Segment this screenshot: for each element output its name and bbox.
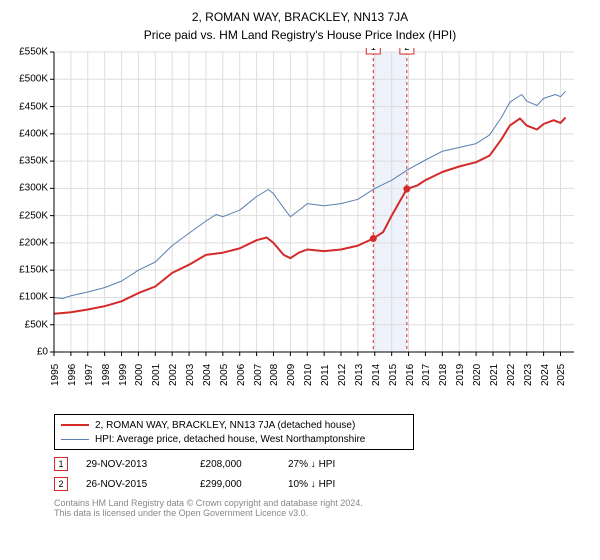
footer-line: This data is licensed under the Open Gov…	[54, 508, 588, 518]
legend: 2, ROMAN WAY, BRACKLEY, NN13 7JA (detach…	[54, 414, 414, 450]
sale-marker-badge: 1	[54, 457, 68, 471]
price-chart: 12 £0£50K£100K£150K£200K£250K£300K£350K£…	[12, 48, 588, 408]
page-title: 2, ROMAN WAY, BRACKLEY, NN13 7JA	[12, 10, 588, 24]
chart-svg: 12	[12, 48, 588, 408]
legend-item-hpi: HPI: Average price, detached house, West…	[61, 432, 407, 446]
legend-label: 2, ROMAN WAY, BRACKLEY, NN13 7JA (detach…	[95, 420, 355, 431]
legend-swatch	[61, 424, 89, 426]
sale-date: 29-NOV-2013	[86, 459, 182, 470]
footer-line: Contains HM Land Registry data © Crown c…	[54, 498, 588, 508]
sale-diff: 27% ↓ HPI	[288, 459, 378, 470]
legend-swatch	[61, 439, 89, 440]
sale-marker-badge: 2	[54, 477, 68, 491]
sales-table: 1 29-NOV-2013 £208,000 27% ↓ HPI 2 26-NOV-201…	[54, 454, 588, 494]
legend-item-property: 2, ROMAN WAY, BRACKLEY, NN13 7JA (detach…	[61, 418, 407, 432]
sale-diff: 10% ↓ HPI	[288, 479, 378, 490]
svg-text:2: 2	[404, 48, 409, 52]
page-subtitle: Price paid vs. HM Land Registry's House …	[12, 28, 588, 42]
sale-date: 26-NOV-2015	[86, 479, 182, 490]
svg-text:1: 1	[371, 48, 376, 52]
sale-price: £208,000	[200, 459, 270, 470]
footer: Contains HM Land Registry data © Crown c…	[54, 498, 588, 518]
sale-row: 1 29-NOV-2013 £208,000 27% ↓ HPI	[54, 454, 588, 474]
sale-row: 2 26-NOV-2015 £299,000 10% ↓ HPI	[54, 474, 588, 494]
legend-label: HPI: Average price, detached house, West…	[95, 434, 365, 445]
sale-price: £299,000	[200, 479, 270, 490]
